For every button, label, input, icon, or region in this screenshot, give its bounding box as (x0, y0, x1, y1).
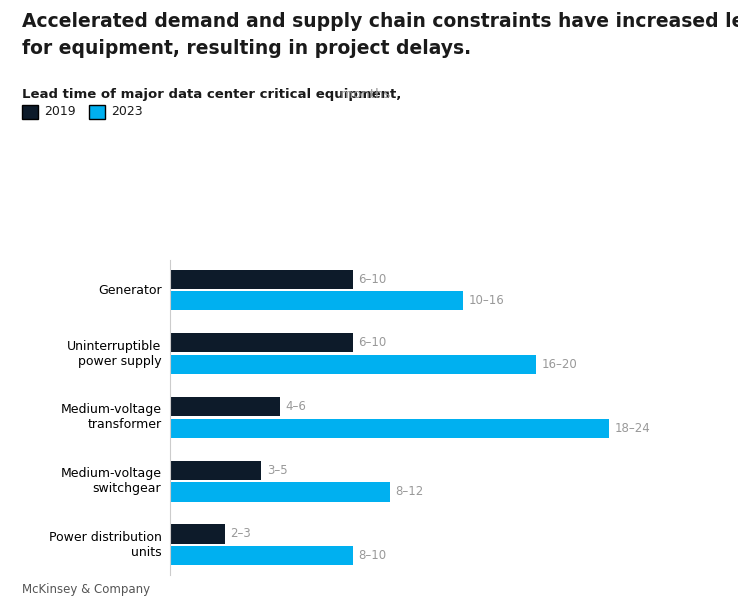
Text: months: months (336, 88, 390, 100)
Text: Lead time of major data center critical equipment,: Lead time of major data center critical … (22, 88, 401, 100)
Bar (170, 482, 390, 502)
Text: 3–5: 3–5 (267, 464, 287, 477)
Text: 6–10: 6–10 (359, 273, 387, 286)
Bar (170, 292, 463, 310)
Bar (170, 397, 280, 416)
Text: for equipment, resulting in project delays.: for equipment, resulting in project dela… (22, 39, 472, 58)
Text: 18–24: 18–24 (615, 422, 650, 435)
Text: 2019: 2019 (44, 105, 76, 119)
Text: 8–10: 8–10 (359, 549, 387, 562)
Bar (170, 419, 610, 438)
Bar (170, 270, 353, 289)
Text: 2–3: 2–3 (230, 528, 251, 540)
Text: Accelerated demand and supply chain constraints have increased lead times: Accelerated demand and supply chain cons… (22, 12, 738, 31)
Bar (170, 333, 353, 353)
Text: 2023: 2023 (111, 105, 142, 119)
Bar (170, 355, 536, 374)
Bar (170, 461, 261, 480)
Bar (170, 546, 353, 565)
Text: 8–12: 8–12 (395, 485, 424, 499)
Bar (170, 525, 224, 543)
Text: 6–10: 6–10 (359, 336, 387, 350)
Text: 4–6: 4–6 (285, 400, 306, 413)
Text: McKinsey & Company: McKinsey & Company (22, 583, 151, 596)
Text: 10–16: 10–16 (468, 295, 504, 307)
Text: 16–20: 16–20 (542, 358, 577, 371)
